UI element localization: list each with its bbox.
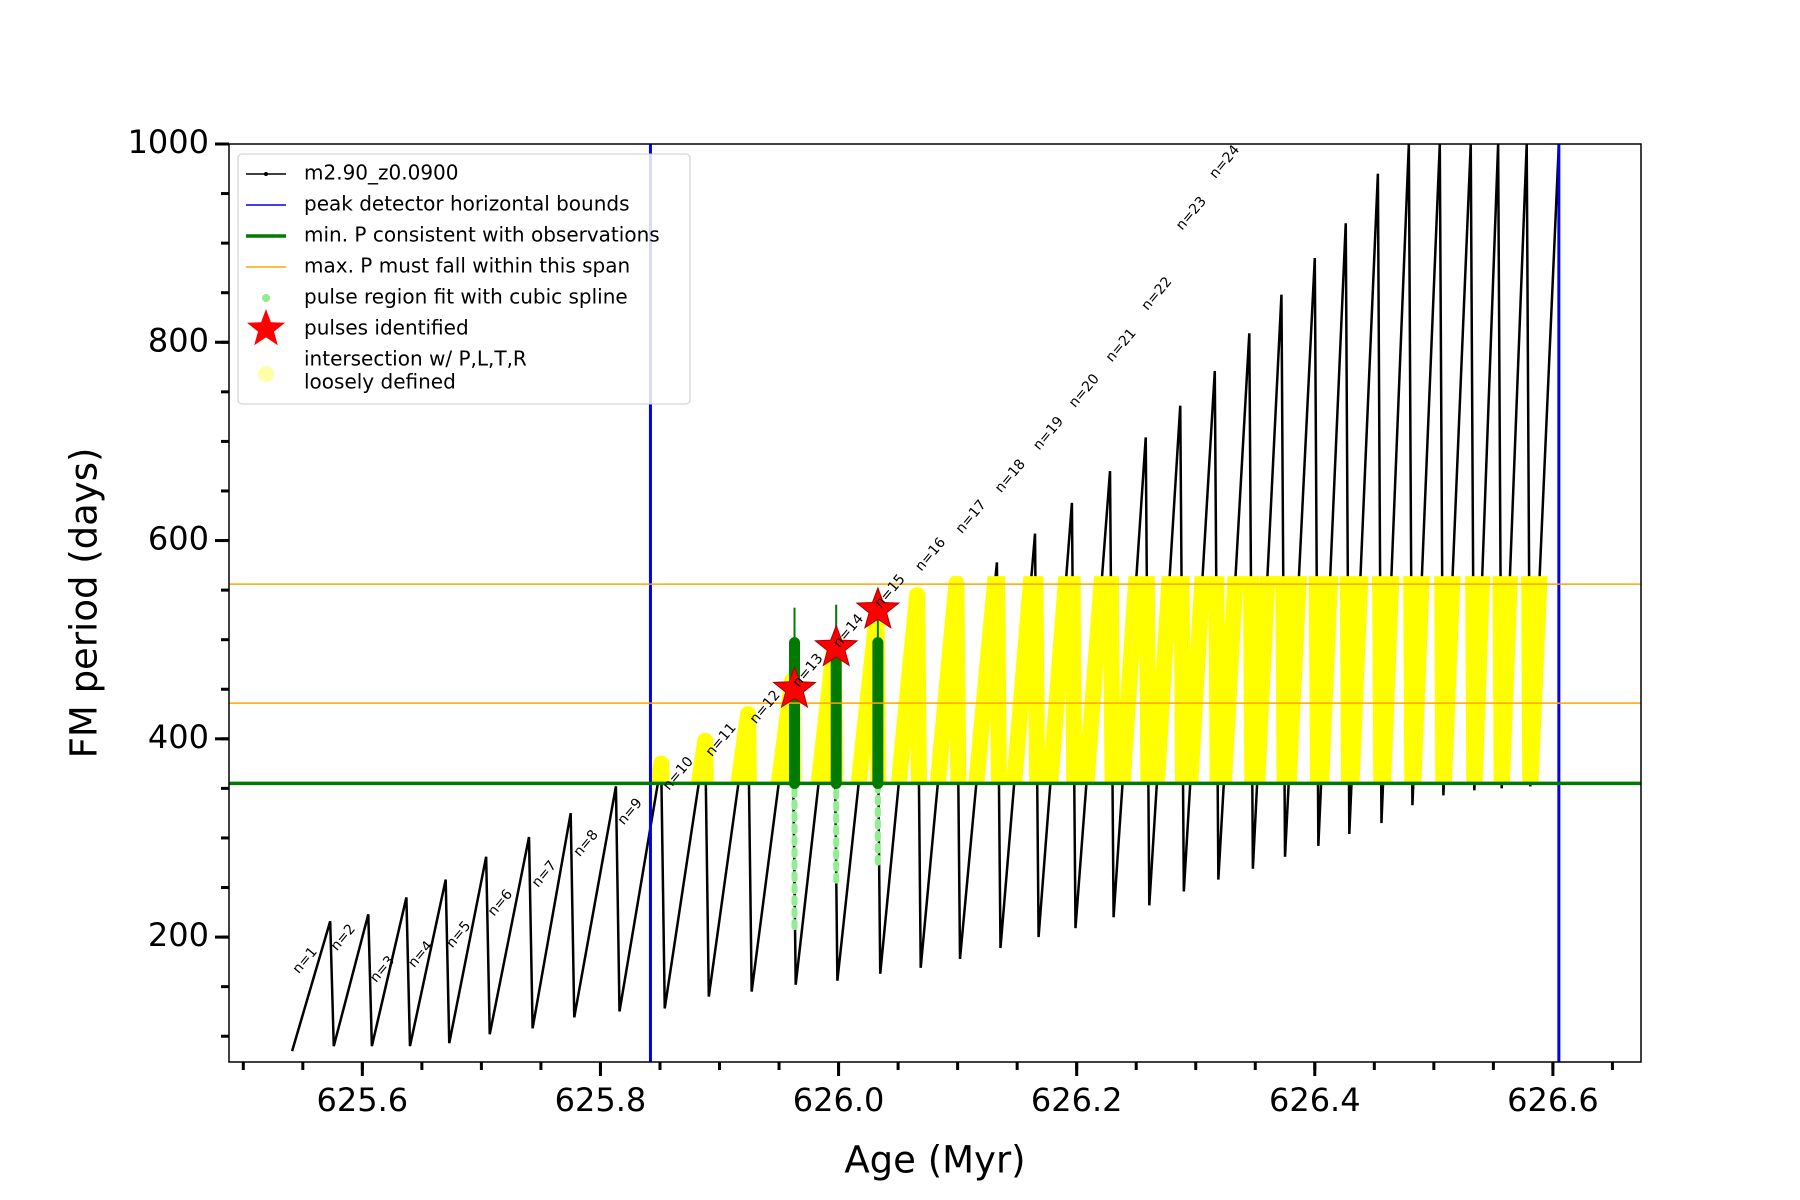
legend-dot bbox=[258, 366, 274, 382]
pulse-star bbox=[813, 624, 859, 667]
x-tick-label: 625.8 bbox=[555, 1081, 647, 1119]
legend-dot bbox=[264, 172, 268, 176]
legend-label: pulse region fit with cubic spline bbox=[304, 285, 628, 309]
x-tick-label: 626.0 bbox=[793, 1081, 885, 1119]
x-tick-label: 625.6 bbox=[317, 1081, 409, 1119]
x-tick-label: 626.6 bbox=[1507, 1081, 1599, 1119]
legend-label: min. P consistent with observations bbox=[304, 223, 660, 247]
pulse-star bbox=[855, 586, 901, 629]
y-tick-label: 200 bbox=[148, 916, 209, 954]
y-tick-label: 400 bbox=[148, 718, 209, 756]
pulse-star bbox=[772, 665, 817, 709]
axes-frame bbox=[228, 143, 1642, 1063]
x-axis-label: Age (Myr) bbox=[844, 1139, 1025, 1182]
axes: 625.6 625.8 626.0 626.2 626.4 626.6 200 400 600 8… bbox=[128, 123, 1614, 1119]
y-tick-label: 600 bbox=[148, 520, 209, 558]
y-tick-label: 1000 bbox=[128, 123, 209, 161]
legend-label: pulses identified bbox=[304, 316, 469, 340]
y-axis-label: FM period (days) bbox=[63, 448, 106, 759]
intersection-band bbox=[650, 576, 1548, 784]
y-tick-label: 800 bbox=[148, 321, 209, 359]
x-tick-label: 626.2 bbox=[1031, 1081, 1123, 1119]
legend-label: loosely defined bbox=[304, 370, 456, 394]
legend-star bbox=[247, 309, 285, 346]
x-tick-label: 626.4 bbox=[1269, 1081, 1361, 1119]
legend-dot bbox=[262, 294, 270, 302]
legend-box bbox=[237, 153, 691, 405]
legend-label: max. P must fall within this span bbox=[304, 254, 630, 278]
intersection-region bbox=[650, 576, 1548, 784]
legend-label: peak detector horizontal bounds bbox=[304, 192, 630, 216]
legend-label: intersection w/ P,L,T,R bbox=[304, 347, 527, 371]
legend-label: m2.90_z0.0900 bbox=[304, 161, 459, 185]
